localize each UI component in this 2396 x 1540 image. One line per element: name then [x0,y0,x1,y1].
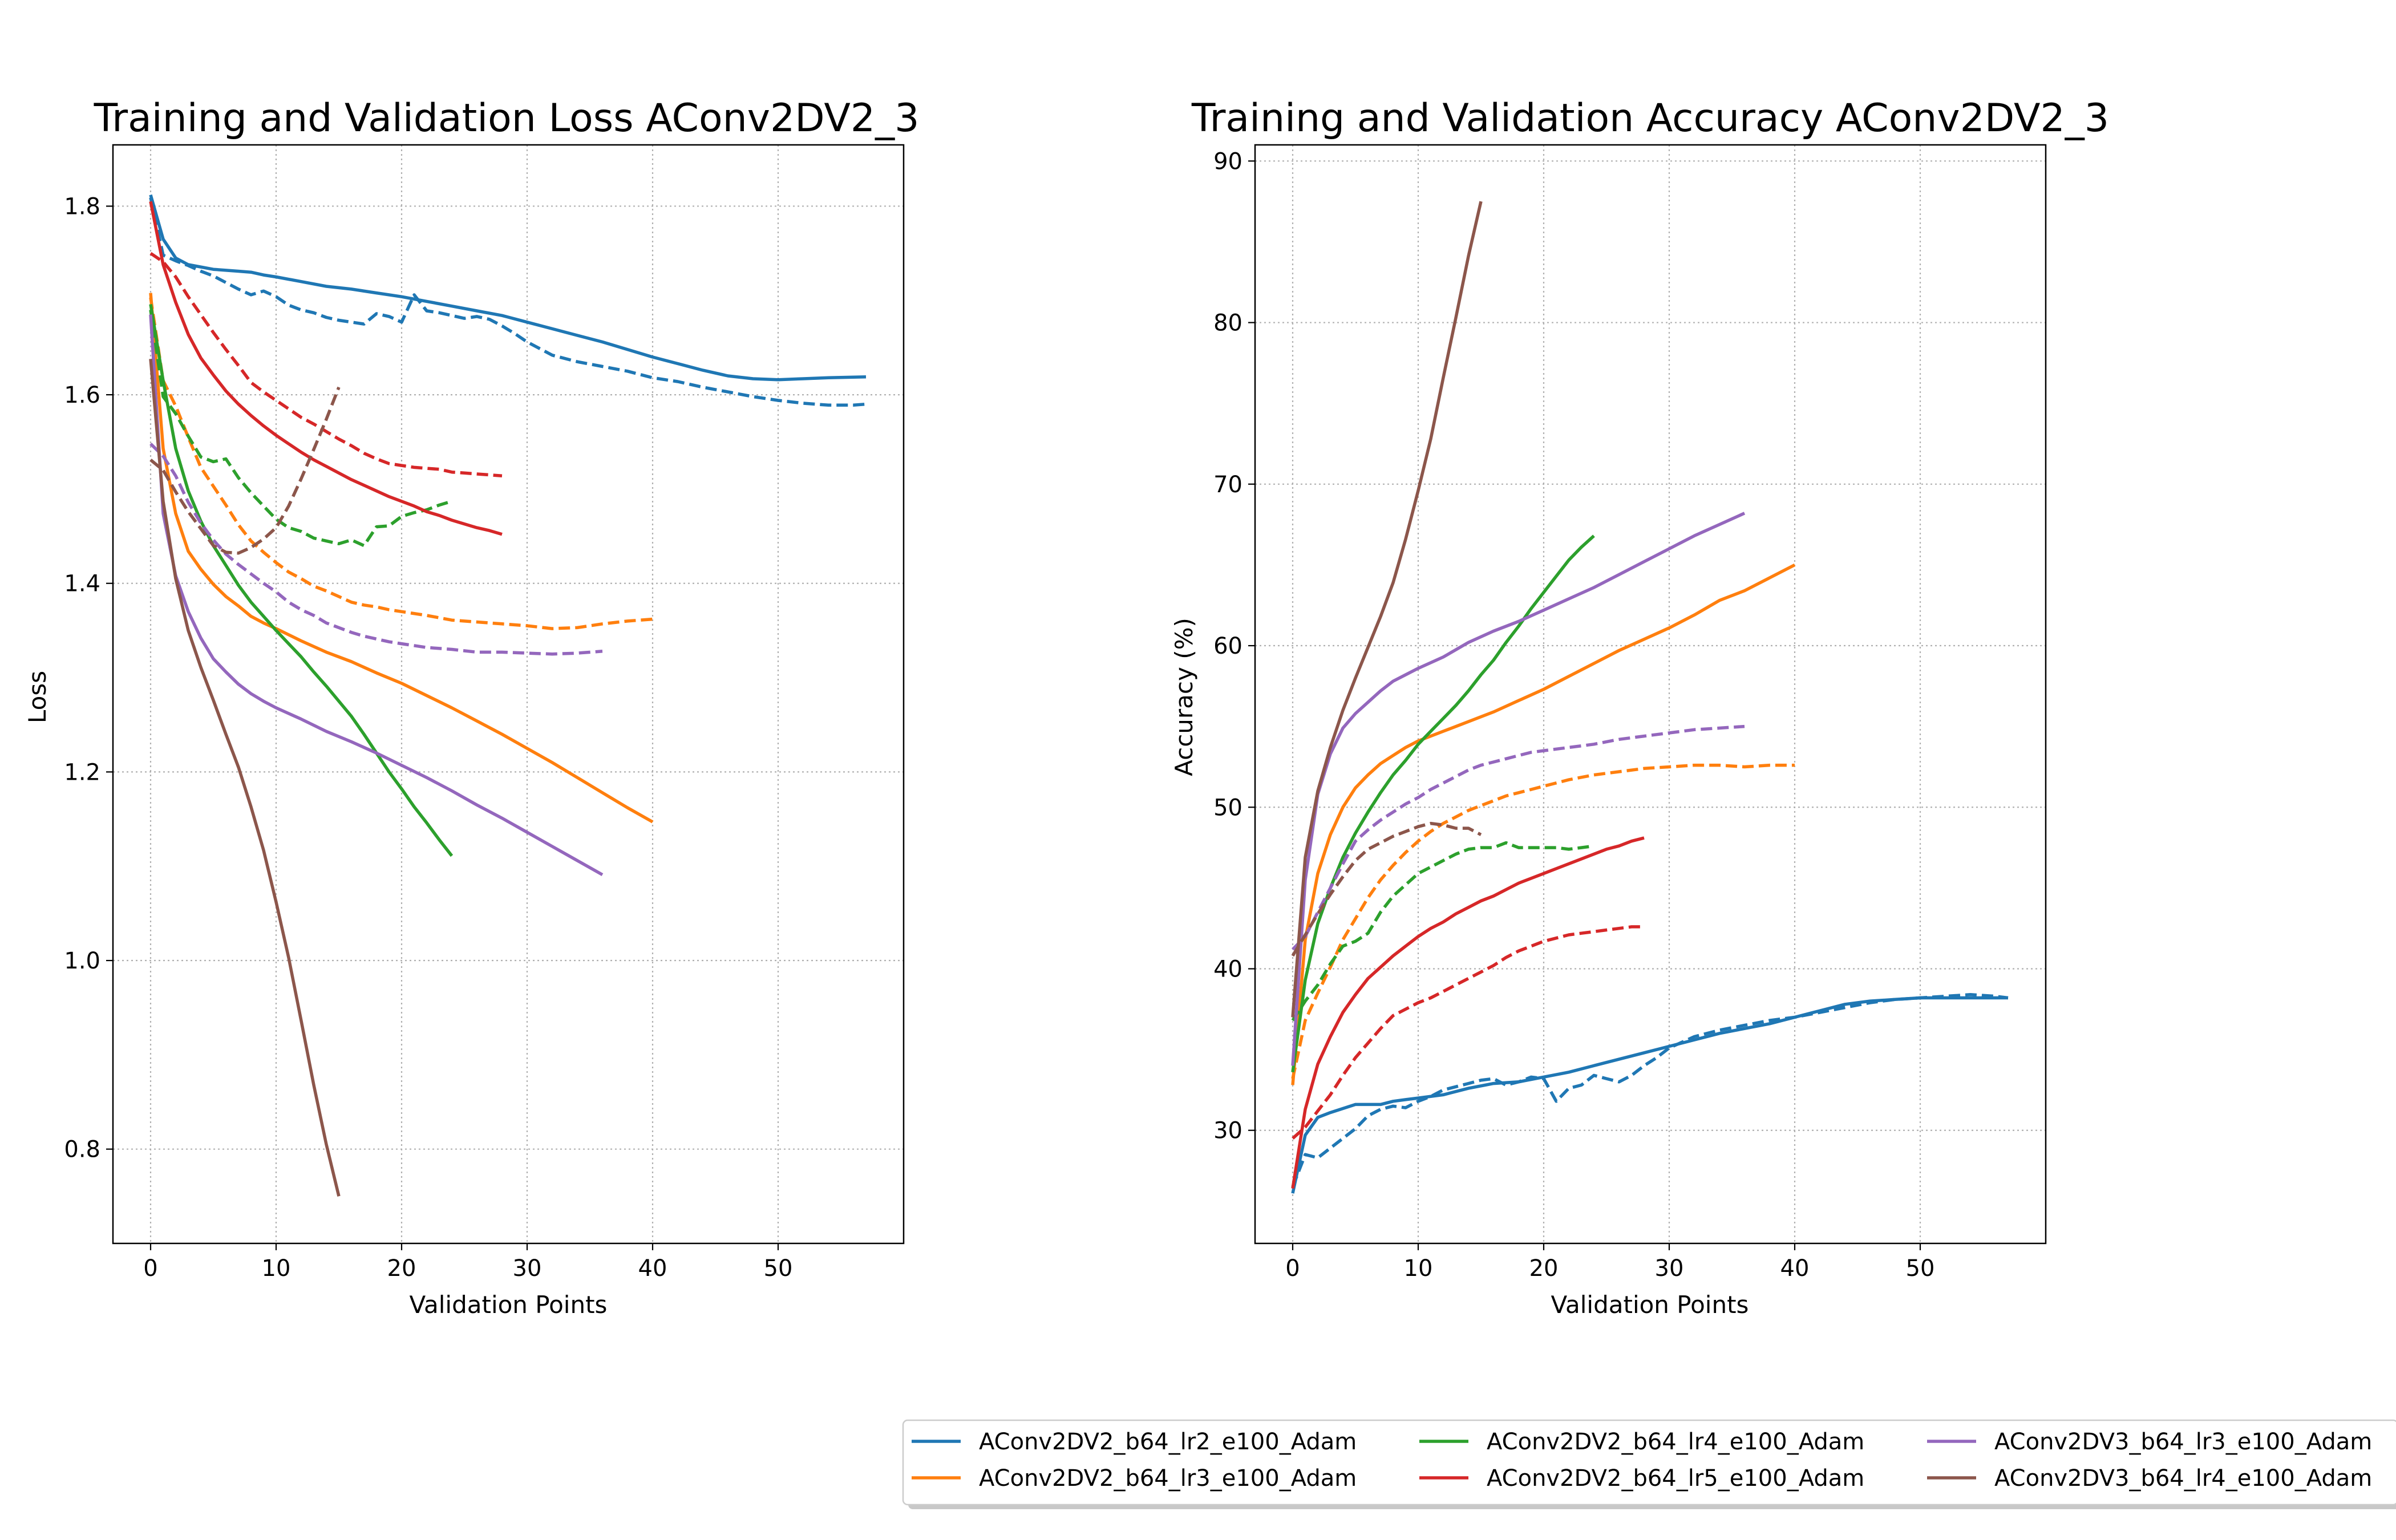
accuracy-plot-frame [1254,144,2047,1245]
accuracy-y-tick-label: 80 [1213,310,1242,337]
loss-grid [113,145,904,1243]
loss-y-tick-label: 1.0 [64,948,100,974]
accuracy-y-tick-label: 70 [1213,472,1242,498]
accuracy-x-tick-label: 40 [1780,1255,1810,1282]
legend: AConv2DV2_b64_lr2_e100_Adam AConv2DV2_b64… [902,1419,2396,1509]
loss-x-tick-label: 20 [387,1255,416,1282]
accuracy-chart-title: Training and Validation Accuracy AConv2D… [1191,96,2109,141]
accuracy-grid [1255,145,2046,1243]
legend-items: AConv2DV2_b64_lr2_e100_Adam AConv2DV2_b64… [912,1429,2372,1492]
loss-chart: Training and Validation Loss AConv2DV2_3… [23,96,919,1319]
accuracy-x-axis-label: Validation Points [1551,1291,1749,1319]
loss-y-tick-label: 1.8 [64,193,100,220]
accuracy-series-line-11-validation [1291,821,1482,957]
legend-label: AConv2DV2_b64_lr2_e100_Adam [979,1429,1357,1455]
accuracy-series-line-0-train [1291,996,2008,1194]
loss-series-line-11-validation [149,386,341,555]
loss-y-tick-label: 1.6 [64,382,100,408]
loss-x-tick-label: 0 [143,1255,157,1282]
legend-label: AConv2DV2_b64_lr3_e100_Adam [979,1465,1357,1492]
accuracy-y-tick-label: 40 [1213,957,1242,983]
loss-x-axis-label: Validation Points [410,1291,608,1319]
loss-y-tick-label: 1.4 [64,571,100,597]
accuracy-y-axis-label: Accuracy (%) [1170,618,1198,776]
accuracy-series-line-10-train [1291,201,1483,1018]
loss-series-line-5-validation [149,309,452,548]
loss-y-tick-label: 1.2 [64,759,100,785]
loss-y-axis-label: Loss [23,671,51,723]
loss-x-tick-label: 40 [638,1255,667,1282]
loss-series-line-2-train [149,293,654,824]
accuracy-series-line-7-validation [1292,925,1644,1140]
loss-series-line-7-validation [149,252,503,478]
accuracy-y-tick-label: 50 [1213,795,1242,821]
accuracy-x-tick-label: 10 [1404,1255,1433,1282]
accuracy-x-tick-label: 0 [1285,1255,1300,1282]
accuracy-series-lines [1291,201,2009,1194]
accuracy-x-tick-label: 20 [1529,1255,1559,1282]
loss-series-line-8-train [149,314,604,876]
accuracy-series-line-6-train [1291,836,1645,1189]
accuracy-y-tick-label: 90 [1213,148,1242,175]
accuracy-series-line-1-validation [1291,993,2009,1188]
legend-label: AConv2DV3_b64_lr3_e100_Adam [1994,1429,2372,1455]
loss-series-line-10-train [149,359,341,1197]
accuracy-series-line-5-validation [1291,841,1594,1022]
accuracy-x-tick-label: 50 [1906,1255,1935,1282]
accuracy-y-tick-label: 60 [1213,633,1242,659]
legend-label: AConv2DV2_b64_lr5_e100_Adam [1487,1465,1864,1492]
loss-series-line-3-validation [149,297,653,630]
accuracy-series-line-2-train [1291,563,1796,1085]
loss-ticks: 0 10 20 30 40 50 0.8 1.0 1.2 1.4 1.6 1.8 [64,193,792,1282]
loss-series-line-0-train [149,194,867,382]
accuracy-series-line-8-train [1291,512,1746,1066]
accuracy-series-line-9-validation [1292,724,1745,951]
legend-label: AConv2DV3_b64_lr4_e100_Adam [1994,1465,2372,1492]
loss-series-line-9-validation [149,443,603,656]
legend-frame [902,1419,2396,1506]
legend-label: AConv2DV2_b64_lr4_e100_Adam [1487,1429,1864,1455]
loss-x-tick-label: 30 [513,1255,542,1282]
accuracy-ticks: 0 10 20 30 40 50 30 40 50 60 70 80 90 [1213,148,1934,1282]
loss-y-tick-label: 0.8 [64,1137,100,1163]
loss-series-line-6-train [149,201,503,536]
loss-plot-frame [112,144,905,1245]
loss-series-lines [149,194,867,1197]
accuracy-y-tick-label: 30 [1213,1118,1242,1144]
accuracy-x-tick-label: 30 [1655,1255,1684,1282]
loss-chart-title: Training and Validation Loss AConv2DV2_3 [94,96,920,141]
accuracy-series-line-4-train [1291,534,1595,1073]
accuracy-series-line-3-validation [1291,763,1795,1079]
accuracy-chart: Training and Validation Accuracy AConv2D… [1170,96,2109,1319]
loss-x-tick-label: 10 [262,1255,291,1282]
loss-series-line-1-validation [149,197,867,407]
loss-x-tick-label: 50 [764,1255,793,1282]
